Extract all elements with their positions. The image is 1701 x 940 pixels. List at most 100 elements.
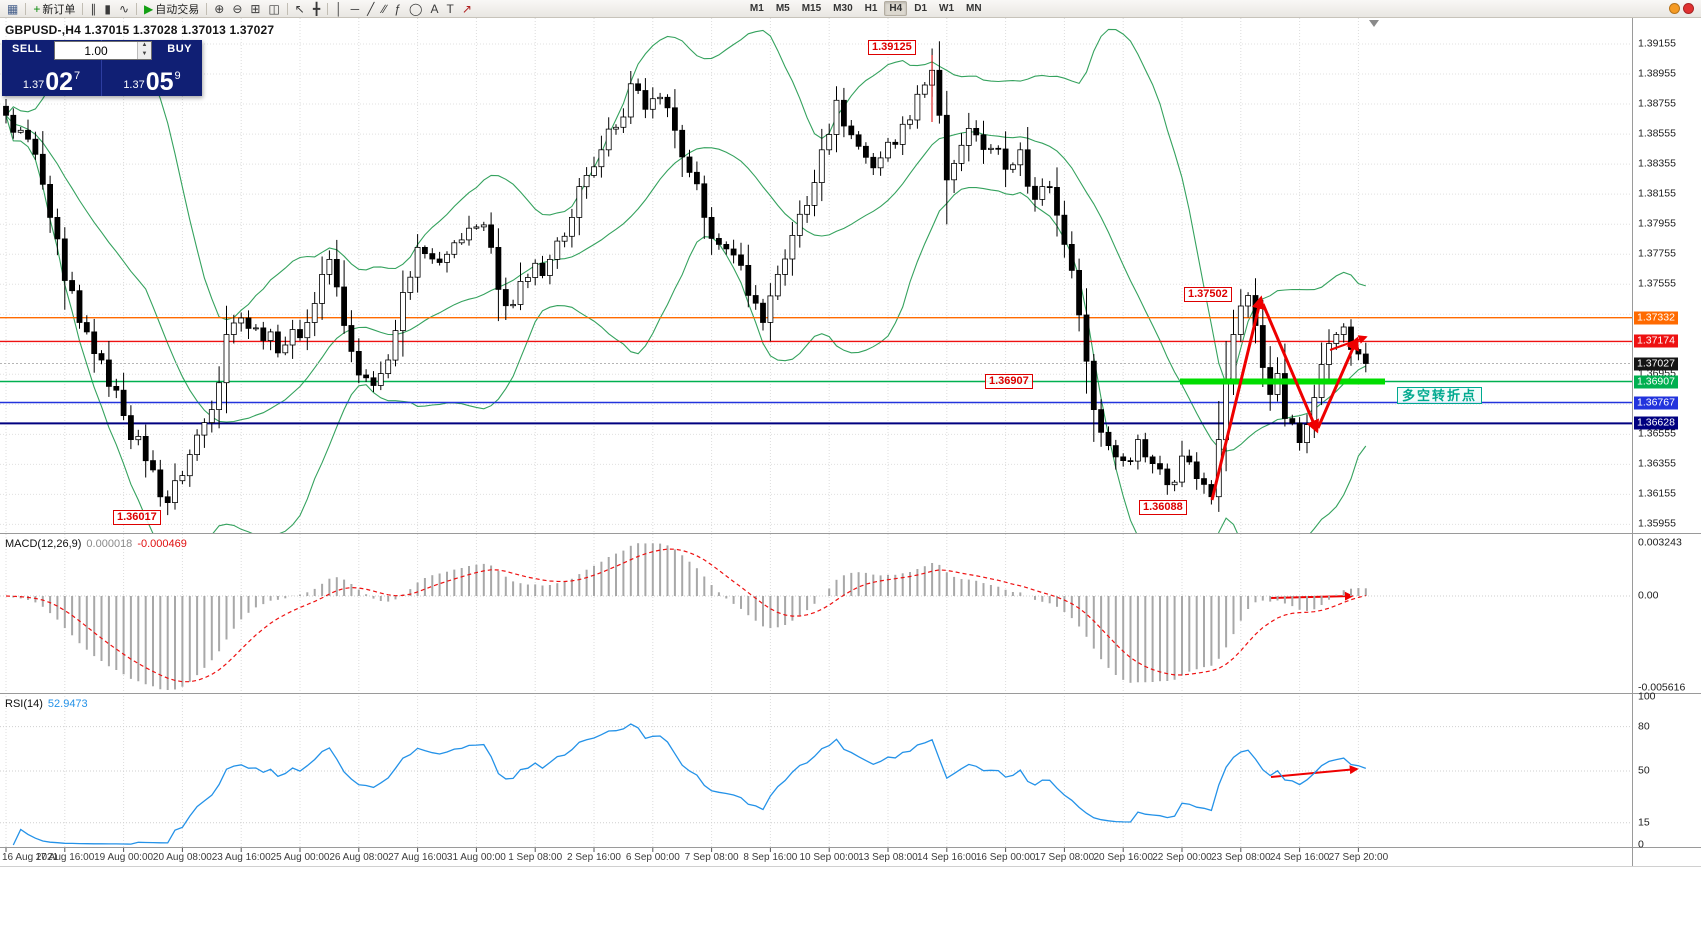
line-chart-icon[interactable]: ∿ xyxy=(115,0,133,17)
price-annotation[interactable]: 1.39125 xyxy=(868,40,916,55)
label-icon: T xyxy=(446,1,454,16)
new-chart-icon[interactable]: ▦ xyxy=(3,0,22,17)
crosshair-icon: ╋ xyxy=(312,1,321,16)
sell-price: 1.37 02 7 xyxy=(2,70,101,95)
time-axis-label: 2 Sep 16:00 xyxy=(567,852,621,863)
price-level-badge: 1.36628 xyxy=(1634,416,1678,430)
timeframe-h4[interactable]: H4 xyxy=(884,1,908,16)
price-scale-label: 1.36155 xyxy=(1638,487,1676,500)
one-click-trading-panel: SELL 1.37 02 7 BUY 1.37 05 9 ▲ ▼ xyxy=(2,40,202,96)
arrow-tool-icon[interactable]: ↗ xyxy=(458,0,476,17)
price-annotation[interactable]: 1.37502 xyxy=(1184,287,1232,302)
price-scale-label: 1.38955 xyxy=(1638,67,1676,80)
new-order-button[interactable]: + 新订单 xyxy=(29,0,79,17)
buy-price-pip: 9 xyxy=(174,70,181,82)
rsi-indicator-label: RSI(14) 52.9473 xyxy=(5,698,88,710)
toolbar: ▦ + 新订单 ∥ ▮ ∿ ▶ 自动交易 ⊕ ⊖ ⊞ ◫ ↖ ╋ │ ─ ╱ ∕∕ ƒ ◯ A T ↗ M1 M5 M15 M30… xyxy=(0,0,1701,18)
time-axis-label: 22 Sep 00:00 xyxy=(1152,852,1212,863)
toolbar-main-group: ▦ + 新订单 ∥ ▮ ∿ ▶ 自动交易 ⊕ ⊖ ⊞ ◫ ↖ ╋ │ ─ ╱ ∕∕ ƒ ◯ A T ↗ xyxy=(3,0,476,17)
time-axis-label: 16 Aug 2021 xyxy=(2,852,59,863)
bars-chart-icon: ∥ xyxy=(90,1,97,16)
zoom-out-icon[interactable]: ⊖ xyxy=(228,0,246,17)
zoom-out-icon: ⊖ xyxy=(232,1,243,16)
line-chart-icon: ∿ xyxy=(118,1,130,16)
time-axis-label: 17 Aug 16:00 xyxy=(35,852,95,863)
time-axis-label: 17 Sep 08:00 xyxy=(1034,852,1095,863)
rsi-scale-label: 0 xyxy=(1638,838,1644,851)
symbol-ohlc-header: GBPUSD-,H4 1.37015 1.37028 1.37013 1.370… xyxy=(5,23,275,37)
panel-borders xyxy=(0,18,1701,867)
lot-spin-up-button[interactable]: ▲ xyxy=(138,42,151,51)
timeframe-m5[interactable]: M5 xyxy=(775,3,790,14)
price-annotation[interactable]: 1.36088 xyxy=(1139,500,1187,515)
ellipse-icon: ◯ xyxy=(409,1,423,16)
macd-signal-value: -0.000469 xyxy=(137,538,187,550)
timeframe-m30[interactable]: M30 xyxy=(833,3,853,14)
timeframe-d1[interactable]: D1 xyxy=(914,3,928,14)
grid-icon: ⊞ xyxy=(250,1,261,16)
channel-icon: ∕∕ xyxy=(382,1,387,16)
time-axis-label: 26 Aug 08:00 xyxy=(329,852,389,863)
price-scale-label: 1.36955 xyxy=(1638,367,1676,380)
price-scale-label: 1.37555 xyxy=(1638,277,1676,290)
price-scale-label: 1.37755 xyxy=(1638,247,1676,260)
cursor-icon: ↖ xyxy=(294,1,305,16)
timeframe-h1[interactable]: H1 xyxy=(864,3,878,14)
turning-point-label[interactable]: 多空转折点 xyxy=(1397,387,1483,404)
candlestick-chart-icon[interactable]: ▮ xyxy=(100,0,115,17)
time-axis-label: 23 Aug 16:00 xyxy=(211,852,271,863)
horizontal-line-icon[interactable]: ─ xyxy=(347,0,364,17)
channel-icon[interactable]: ∕∕ xyxy=(378,0,390,17)
connection-status-icon xyxy=(1683,3,1694,14)
price-annotation[interactable]: 1.36907 xyxy=(985,374,1033,389)
bars-chart-icon[interactable]: ∥ xyxy=(86,0,100,17)
price-scale-label: 1.38355 xyxy=(1638,157,1676,170)
buy-price-big: 05 xyxy=(145,68,174,96)
time-axis-label: 27 Sep 20:00 xyxy=(1328,852,1389,863)
rsi-scale-label: 15 xyxy=(1638,816,1650,829)
timeframe-m1[interactable]: M1 xyxy=(749,3,764,14)
ellipse-icon[interactable]: ◯ xyxy=(405,0,426,17)
macd-histogram xyxy=(5,543,1367,690)
time-axis-label: 24 Sep 16:00 xyxy=(1269,852,1330,863)
price-level-badge: 1.36767 xyxy=(1634,396,1678,409)
timeframe-mn[interactable]: MN xyxy=(966,3,982,14)
grid-icon[interactable]: ⊞ xyxy=(246,0,264,17)
lot-size-input[interactable] xyxy=(55,42,137,59)
rsi-line xyxy=(12,723,1367,846)
lot-spin-down-button[interactable]: ▼ xyxy=(138,50,151,59)
time-axis-label: 1 Sep 08:00 xyxy=(508,852,563,863)
horizontal-line-objects[interactable] xyxy=(0,317,1632,425)
vertical-line-icon[interactable]: │ xyxy=(331,0,347,17)
timeframe-w1[interactable]: W1 xyxy=(939,3,955,14)
lot-spinner: ▲ ▼ xyxy=(137,42,151,59)
new-order-button: + xyxy=(33,1,41,16)
sell-button[interactable]: SELL 1.37 02 7 xyxy=(2,40,102,96)
timeframe-m15[interactable]: M15 xyxy=(801,3,822,14)
sell-price-pip: 7 xyxy=(74,70,81,82)
vertical-line-icon: │ xyxy=(335,1,343,16)
tile-windows-icon[interactable]: ◫ xyxy=(264,0,283,17)
toolbar-divider xyxy=(25,2,27,15)
autotrading-button[interactable]: ▶ 自动交易 xyxy=(140,0,203,17)
time-axis-label: 27 Aug 16:00 xyxy=(388,852,448,863)
chart-shift-marker[interactable] xyxy=(1369,20,1379,27)
time-axis-label: 19 Aug 00:00 xyxy=(94,852,154,863)
cursor-icon[interactable]: ↖ xyxy=(291,0,309,17)
new-order-button-label: 新订单 xyxy=(42,3,76,16)
trend-arrows[interactable] xyxy=(1210,295,1368,778)
label-icon[interactable]: T xyxy=(443,0,458,17)
toolbar-divider xyxy=(82,2,84,15)
text-icon[interactable]: A xyxy=(426,0,442,17)
crosshair-icon[interactable]: ╋ xyxy=(309,0,324,17)
price-annotation[interactable]: 1.36017 xyxy=(113,510,161,525)
fibonacci-icon[interactable]: ƒ xyxy=(390,0,405,17)
autotrading-button-label: 自动交易 xyxy=(155,3,200,16)
trendline-icon[interactable]: ╱ xyxy=(363,0,378,17)
arrow-tool-icon: ↗ xyxy=(461,1,472,16)
rsi-value: 52.9473 xyxy=(47,698,88,710)
zoom-in-icon[interactable]: ⊕ xyxy=(210,0,228,17)
rsi-scale-label: 80 xyxy=(1638,720,1650,733)
